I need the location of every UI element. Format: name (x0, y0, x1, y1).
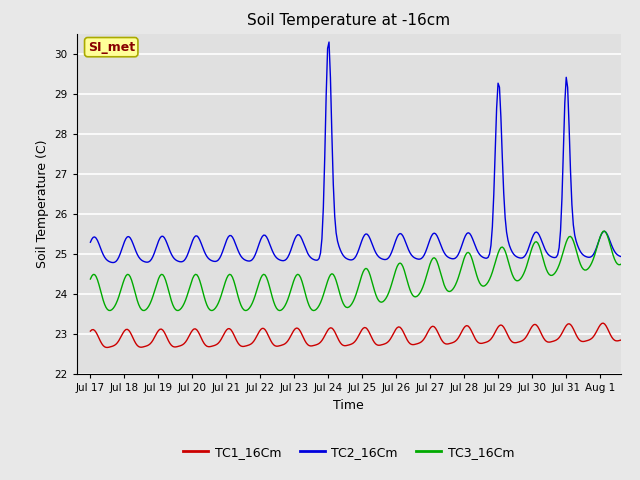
Y-axis label: Soil Temperature (C): Soil Temperature (C) (36, 140, 49, 268)
X-axis label: Time: Time (333, 399, 364, 412)
Text: SI_met: SI_met (88, 41, 135, 54)
Legend: TC1_16Cm, TC2_16Cm, TC3_16Cm: TC1_16Cm, TC2_16Cm, TC3_16Cm (179, 441, 519, 464)
Title: Soil Temperature at -16cm: Soil Temperature at -16cm (247, 13, 451, 28)
